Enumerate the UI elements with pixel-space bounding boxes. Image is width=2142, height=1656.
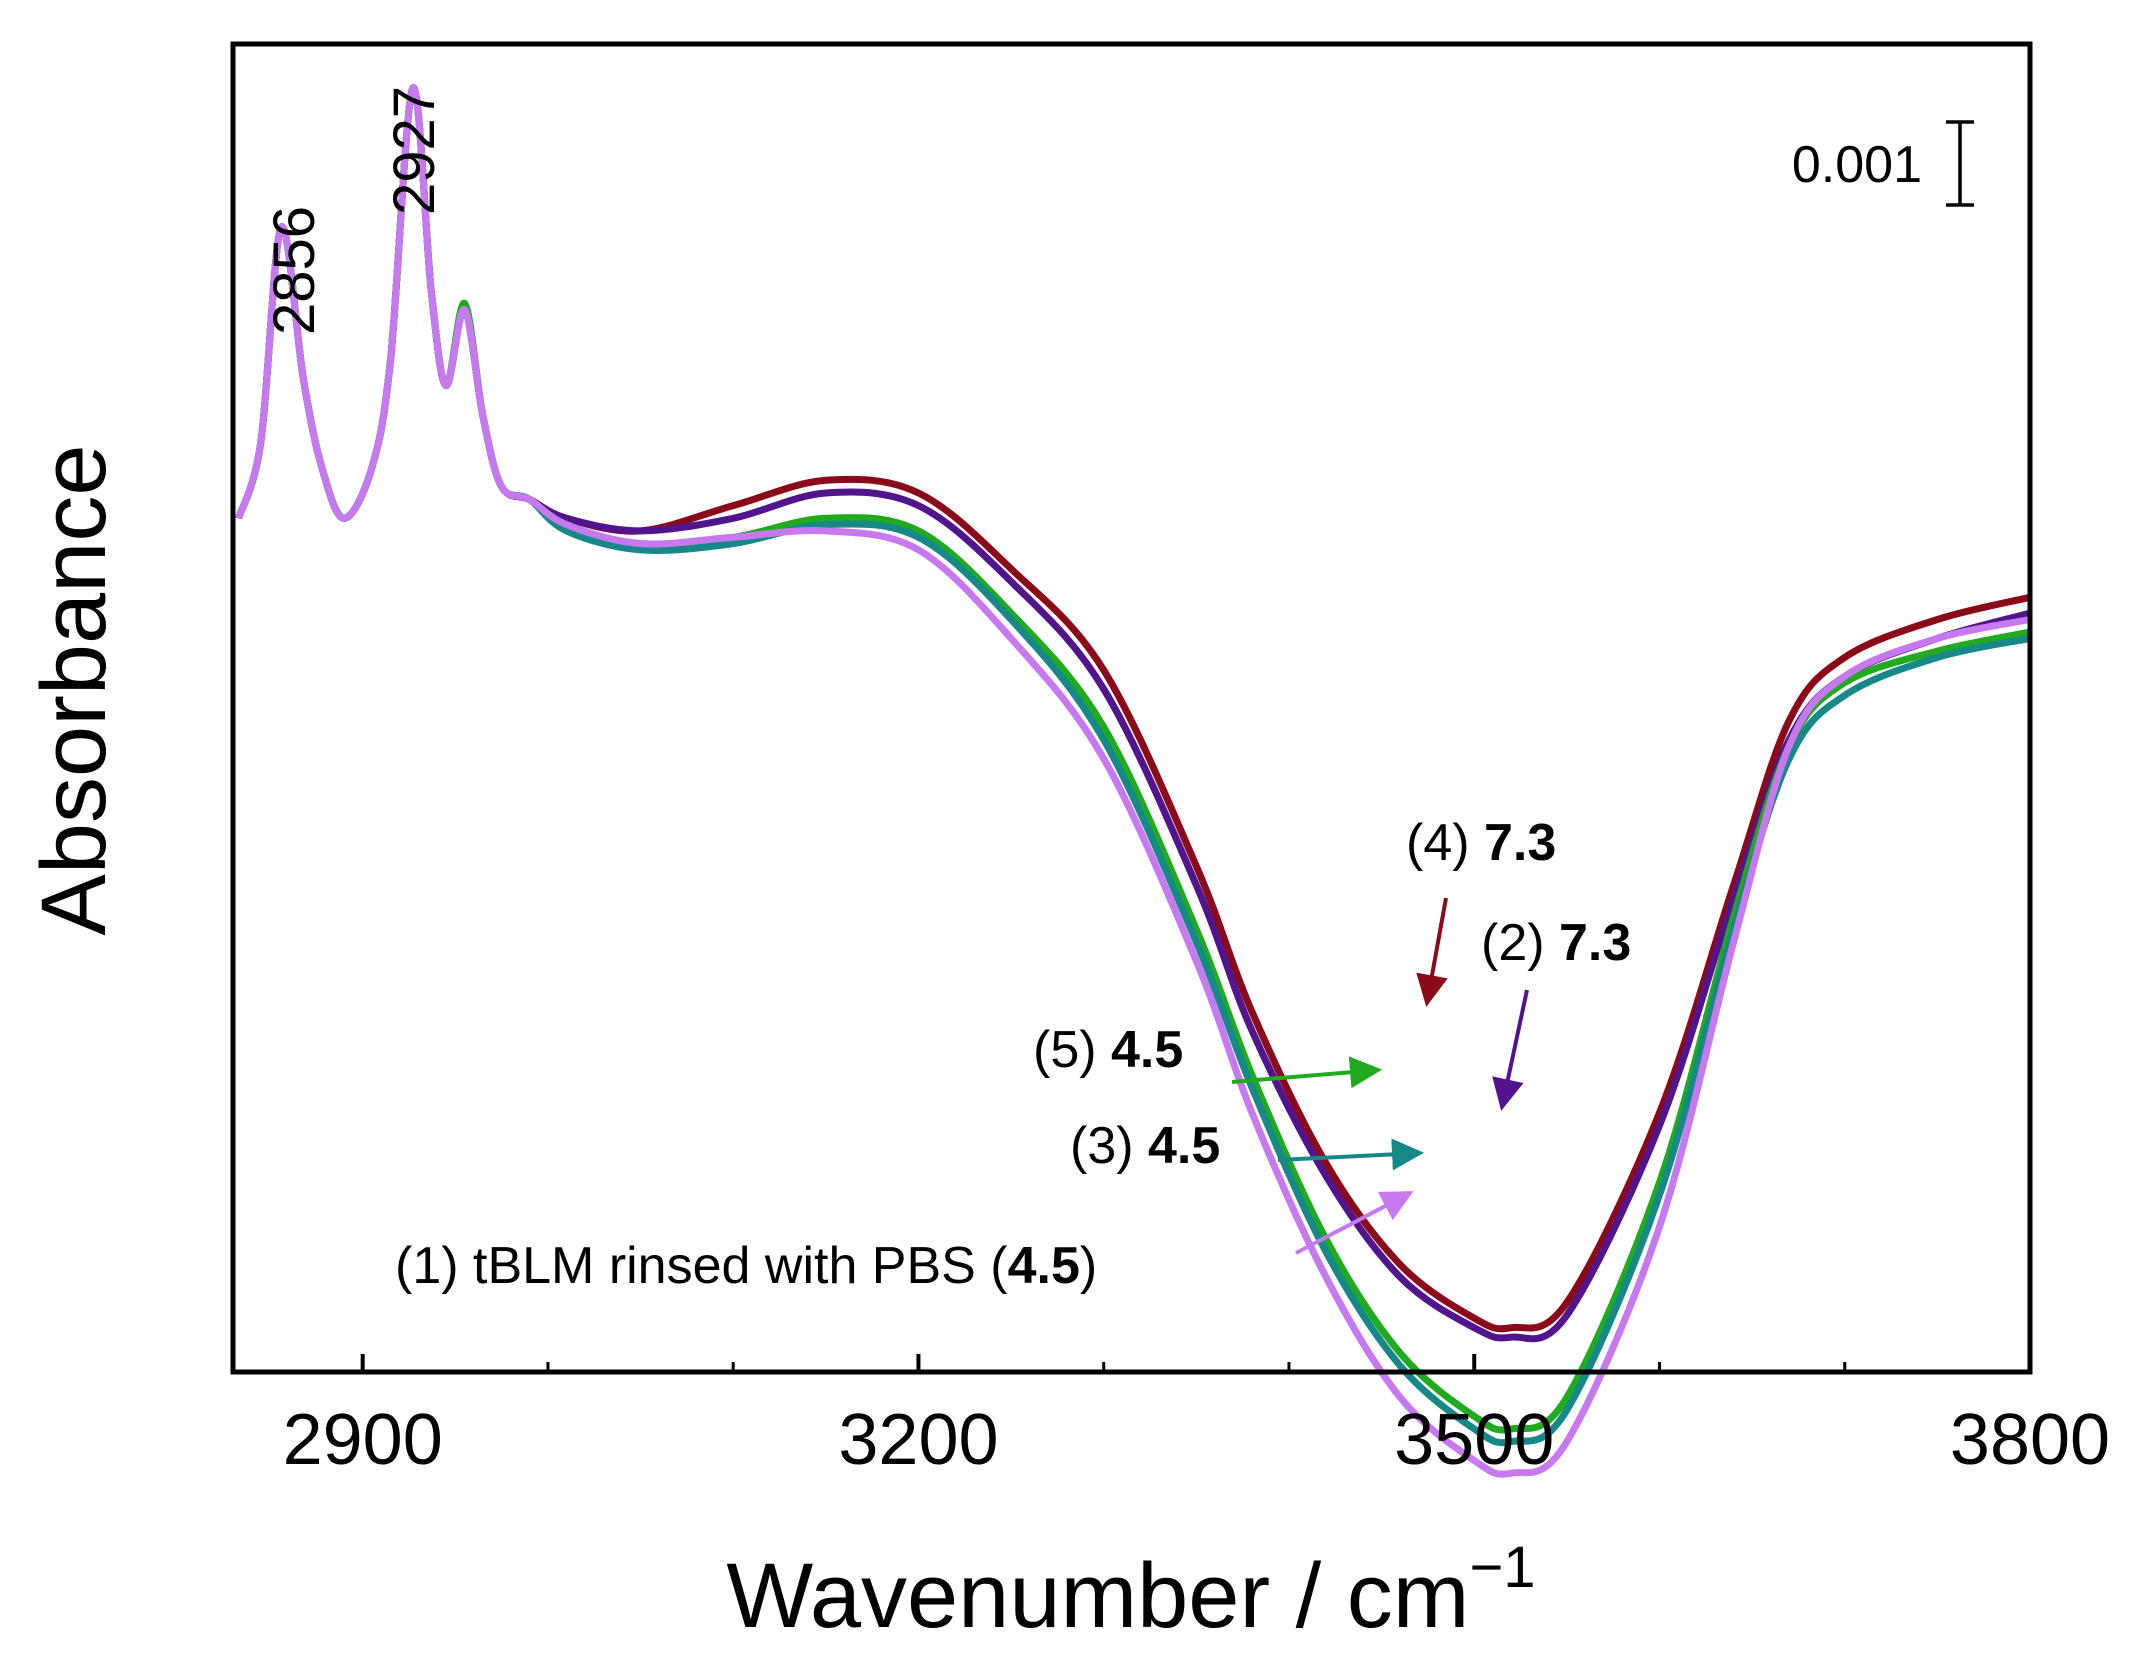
peak-label-2856: 2856	[262, 206, 327, 335]
series-label-5-value: 4.5	[1111, 1021, 1183, 1079]
series-line-5	[235, 84, 2031, 1478]
series-label-1: (1) tBLM rinsed with PBS (4.5)	[395, 1191, 1414, 1295]
series-label-1-suffix: )	[1080, 1237, 1097, 1295]
svg-text:(4) 7.3: (4) 7.3	[1406, 814, 1556, 872]
series-label-2-prefix: (2)	[1481, 914, 1559, 972]
x-tick-label: 2900	[283, 1400, 443, 1480]
series-label-5-prefix: (5)	[1033, 1021, 1111, 1079]
svg-text:(1) tBLM rinsed with PBS (4.5): (1) tBLM rinsed with PBS (4.5)	[395, 1237, 1097, 1295]
series-label-3-value: 4.5	[1148, 1117, 1220, 1175]
series-label-2: (2) 7.3	[1481, 914, 1631, 1111]
series-arrow-1	[1295, 1191, 1414, 1255]
x-tick-label: 3800	[1950, 1400, 2110, 1480]
x-axis-title: Wavenumber / cm−1	[726, 1535, 1535, 1647]
y-axis-title: Absorbance	[23, 445, 125, 936]
x-axis-title-text: Wavenumber / cm	[726, 1545, 1469, 1647]
svg-text:(5) 4.5: (5) 4.5	[1033, 1021, 1183, 1079]
series-arrow-2	[1492, 989, 1529, 1111]
series-arrow-4	[1416, 897, 1448, 1007]
scale-bar-label: 0.001	[1792, 136, 1922, 194]
series-label-3-prefix: (3)	[1070, 1117, 1148, 1175]
x-tick-label: 3200	[838, 1400, 998, 1480]
series-label-4-prefix: (4)	[1406, 814, 1484, 872]
x-axis-ticks: 2900 3200 3500 3800	[283, 1354, 2110, 1480]
series-label-2-value: 7.3	[1559, 914, 1631, 972]
svg-text:(2) 7.3: (2) 7.3	[1481, 914, 1631, 972]
plot-frame	[230, 41, 2033, 1375]
series-label-4-value: 7.3	[1484, 814, 1556, 872]
series-arrow-3	[1277, 1138, 1424, 1171]
series-label-1-value: 4.5	[1008, 1237, 1080, 1295]
x-tick-label: 3500	[1394, 1400, 1554, 1480]
series-label-4: (4) 7.3	[1406, 814, 1556, 1007]
peak-label-2927: 2927	[382, 86, 447, 215]
series-label-3: (3) 4.5	[1070, 1117, 1424, 1175]
series-arrow-5	[1231, 1056, 1382, 1089]
scale-bar: 0.001	[1792, 120, 1974, 207]
series-layer	[235, 84, 2031, 1478]
svg-text:(3) 4.5: (3) 4.5	[1070, 1117, 1220, 1175]
series-label-1-prefix: (1) tBLM rinsed with PBS (	[395, 1237, 1008, 1295]
series-label-5: (5) 4.5	[1033, 1021, 1382, 1089]
x-axis-title-superscript: −1	[1469, 1535, 1535, 1600]
